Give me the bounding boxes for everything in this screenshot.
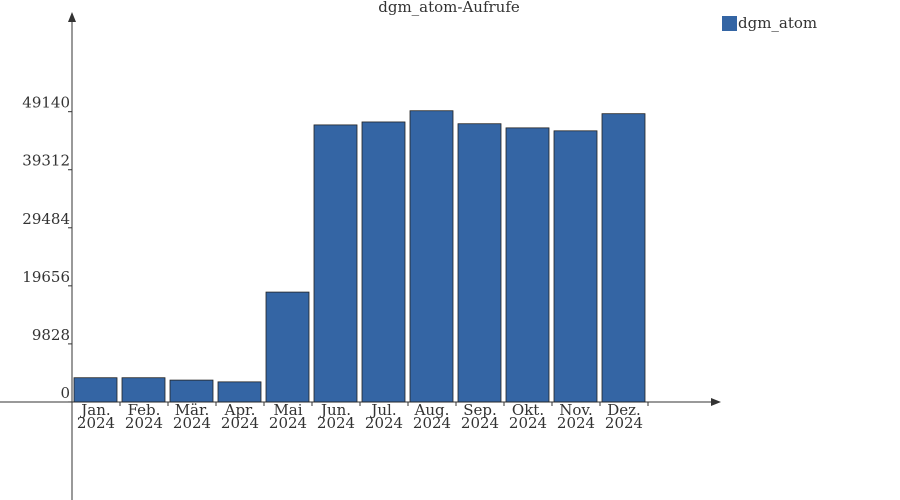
x-tick-label: Jan. 2024 [76,400,116,432]
bar [265,291,310,403]
bar [361,121,406,403]
x-tick-label: Mär. 2024 [172,400,212,432]
bar [409,110,454,403]
x-tick-label: Nov. 2024 [556,400,596,432]
chart-title: dgm_atom-Aufrufe [378,0,520,16]
bar [553,130,598,403]
x-tick-label: Jun. 2024 [316,400,356,432]
bar [121,377,166,403]
bar [169,379,214,403]
x-axis-arrow [711,398,721,406]
x-tick-label: Apr. 2024 [220,400,260,432]
bar [73,377,118,403]
x-tick-label: Mai 2024 [268,400,308,432]
y-tick-label: 39312 [22,152,70,170]
y-tick-label: 49140 [22,94,70,112]
bar [601,113,646,403]
x-tick-label: Dez. 2024 [604,400,644,432]
bar [313,124,358,403]
legend-label: dgm_atom [738,14,817,32]
y-tick-label: 0 [60,384,70,402]
bar [505,127,550,403]
y-tick-label: 9828 [32,326,70,344]
y-tick-label: 19656 [22,268,70,286]
x-tick-label: Feb. 2024 [124,400,164,432]
x-tick-label: Sep. 2024 [460,400,500,432]
y-tick-label: 29484 [22,210,70,228]
x-tick-label: Jul. 2024 [364,400,404,432]
x-tick-label: Okt. 2024 [508,400,548,432]
bar [457,123,502,403]
y-axis-arrow [68,12,76,22]
x-tick-label: Aug. 2024 [412,400,452,432]
bar [217,381,262,403]
legend-swatch [722,16,737,31]
